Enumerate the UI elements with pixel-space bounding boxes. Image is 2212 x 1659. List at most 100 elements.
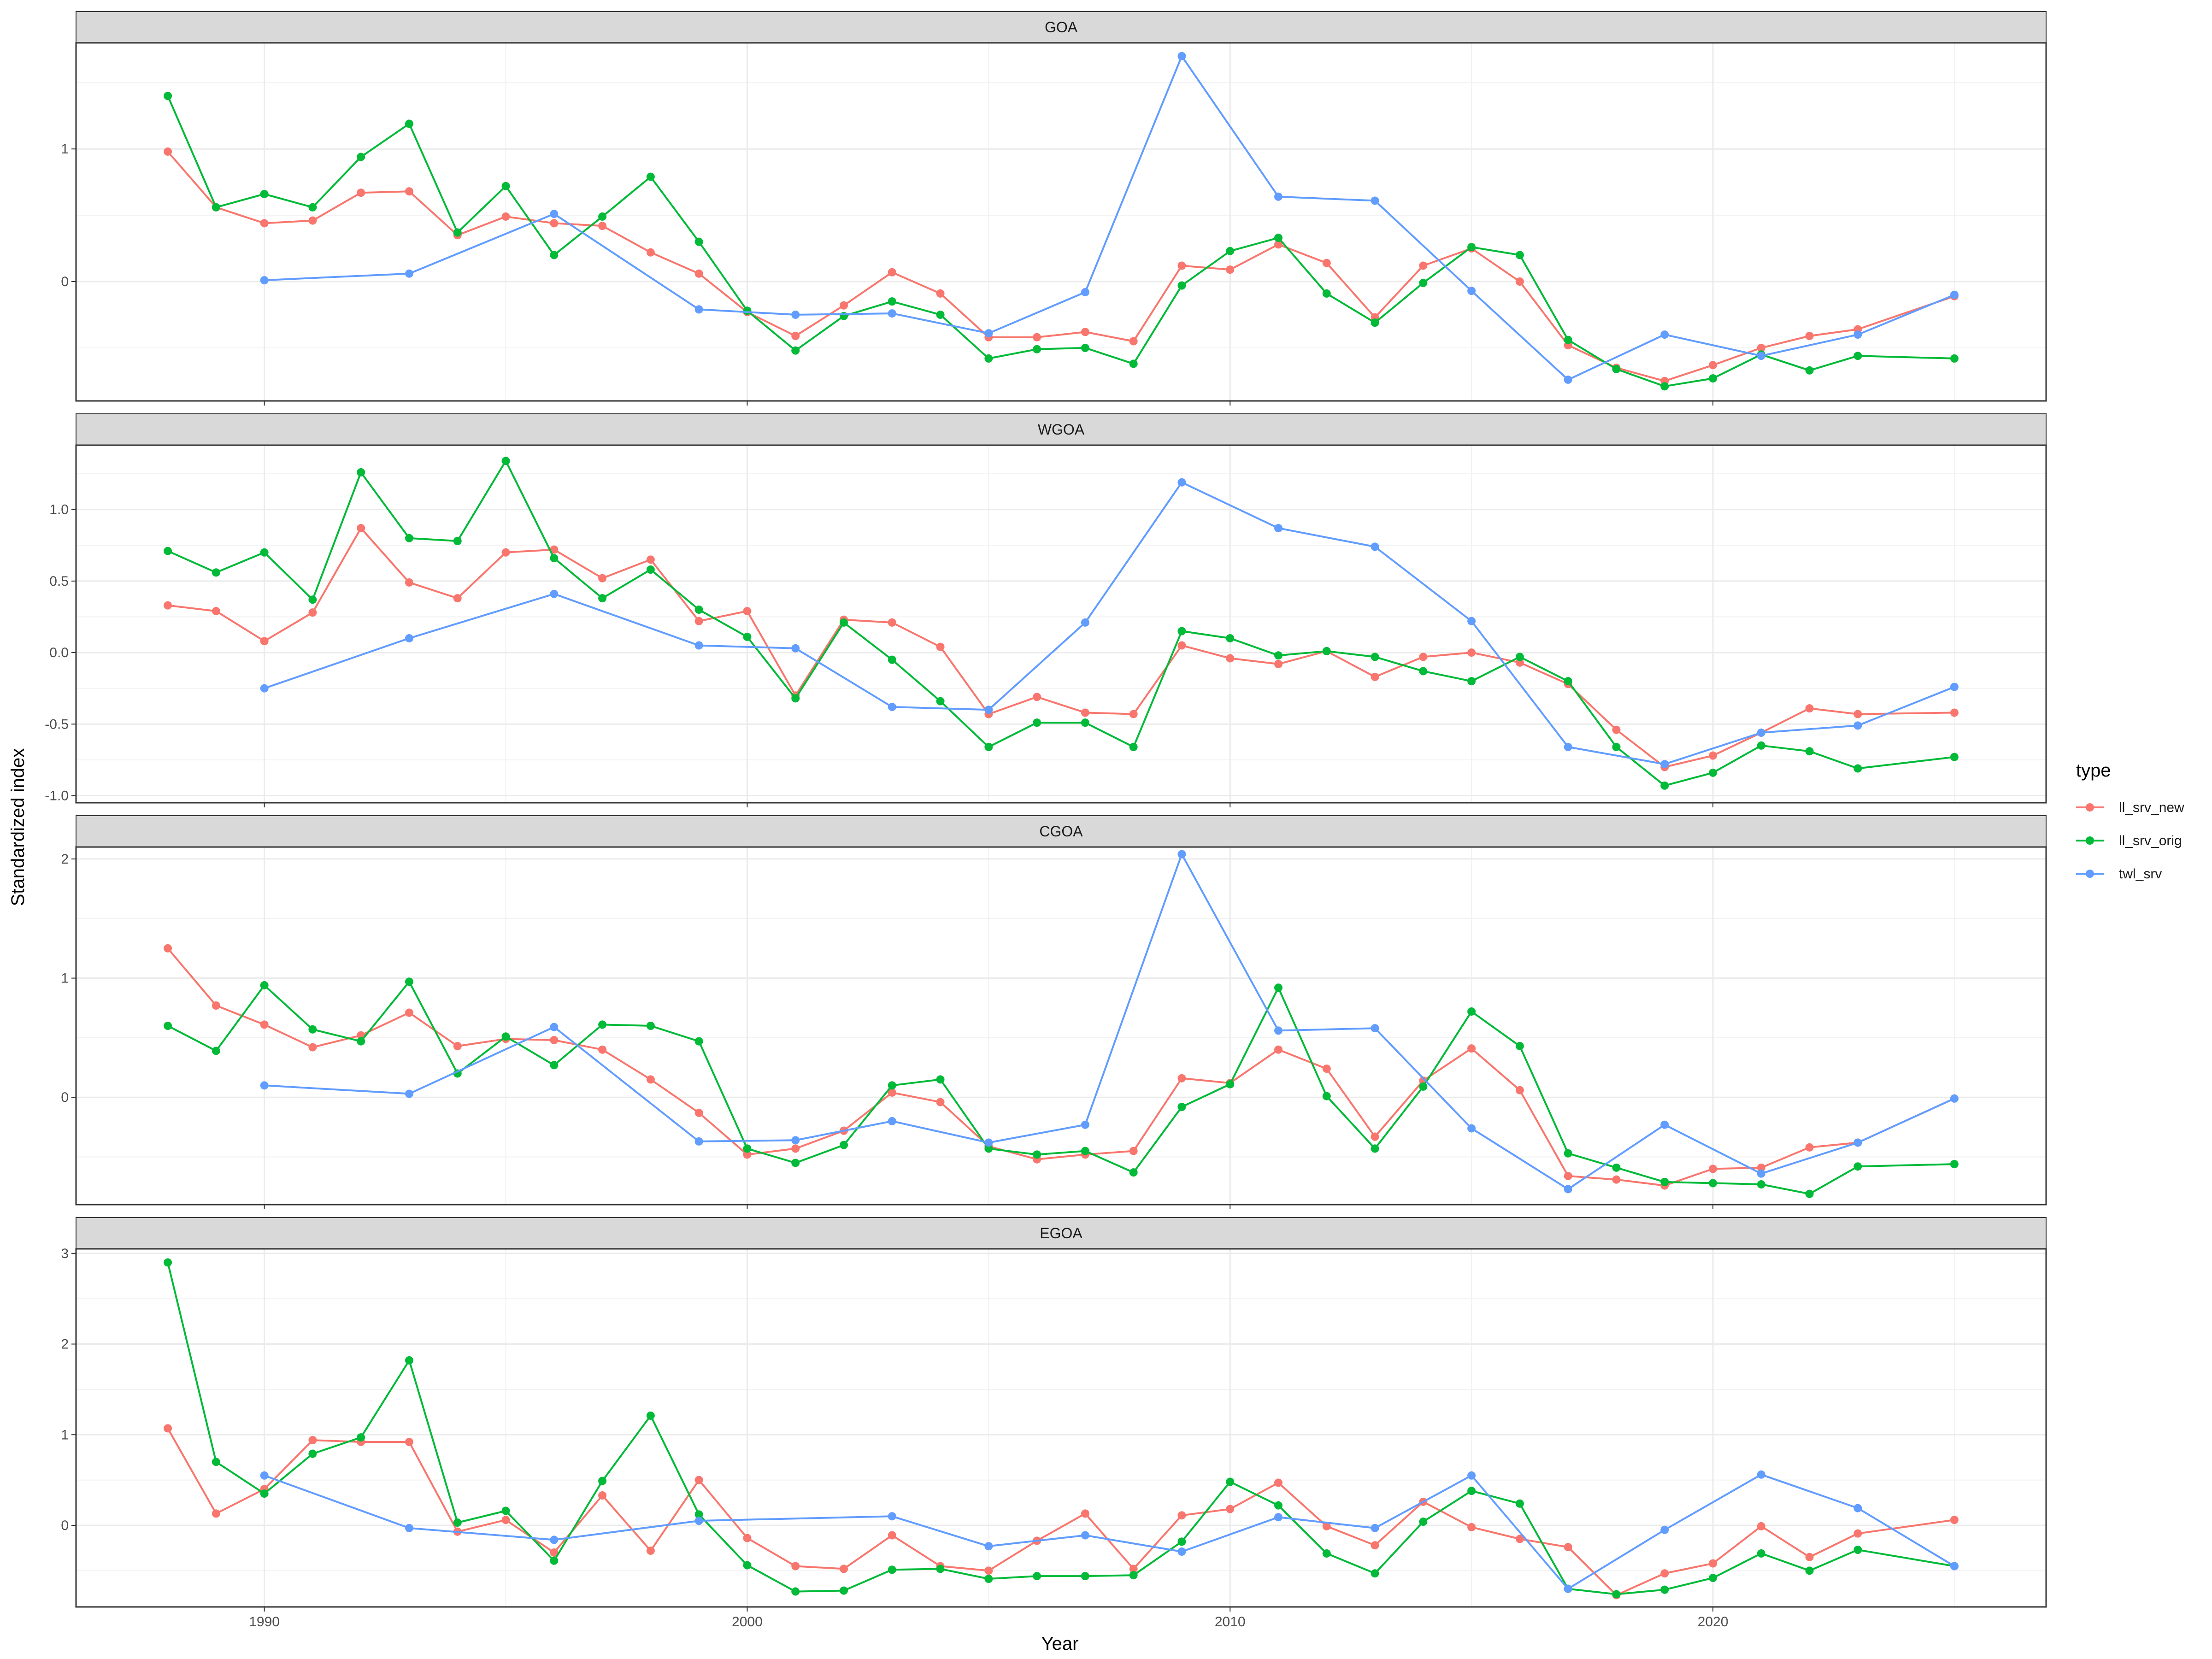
data-point <box>1371 1541 1379 1550</box>
data-point <box>936 697 945 706</box>
data-point <box>1515 658 1524 667</box>
facet-strip-label: GOA <box>1045 19 1078 35</box>
data-point <box>1081 618 1089 627</box>
data-point <box>1515 1086 1524 1094</box>
data-point <box>1950 753 1959 761</box>
data-point <box>694 1517 703 1525</box>
data-point <box>1033 333 1041 341</box>
data-point <box>1419 1518 1428 1526</box>
data-point <box>260 1081 269 1090</box>
data-point <box>1950 290 1959 299</box>
data-point <box>1709 1165 1718 1173</box>
data-point <box>598 1045 607 1054</box>
data-point <box>260 981 269 990</box>
data-point <box>357 524 365 533</box>
data-point <box>1177 52 1186 60</box>
data-point <box>1853 1162 1862 1171</box>
data-point <box>501 548 510 557</box>
legend-item-ll-srv-new: ll_srv_new <box>2076 800 2184 815</box>
data-point <box>1177 1547 1186 1556</box>
data-point <box>501 1506 510 1515</box>
data-point <box>1081 288 1089 297</box>
y-tick-label: -1.0 <box>45 788 69 803</box>
data-point <box>212 1458 220 1466</box>
data-point <box>1515 251 1524 259</box>
data-point <box>1515 653 1524 661</box>
data-point <box>1467 1124 1476 1133</box>
data-point <box>1757 352 1765 360</box>
data-point <box>646 1075 655 1084</box>
data-point <box>1467 1487 1476 1495</box>
data-point <box>1177 850 1186 859</box>
data-point <box>694 605 703 614</box>
legend-title: type <box>2076 760 2111 781</box>
data-point <box>1322 647 1331 655</box>
facet-strip-label: EGOA <box>1040 1225 1082 1241</box>
data-point <box>1805 1566 1814 1575</box>
data-point <box>550 210 559 218</box>
data-point <box>501 1516 510 1524</box>
data-point <box>1950 1094 1959 1103</box>
data-point <box>791 644 800 653</box>
data-point <box>888 1117 896 1125</box>
facet-strip-label: CGOA <box>1039 823 1083 840</box>
data-point <box>1371 1569 1379 1578</box>
data-point <box>1371 318 1379 327</box>
data-point <box>212 1509 220 1518</box>
data-point <box>1322 1092 1331 1100</box>
data-point <box>501 212 510 221</box>
data-point <box>1853 330 1862 339</box>
data-point <box>1709 1179 1718 1188</box>
data-point <box>308 608 317 617</box>
data-point <box>308 1025 317 1034</box>
facet-strip <box>76 11 2047 43</box>
data-point <box>1033 1572 1041 1581</box>
series-ll-srv-orig <box>164 92 1959 391</box>
data-point <box>1274 983 1283 992</box>
data-point <box>501 182 510 190</box>
data-point <box>550 1036 559 1045</box>
data-point <box>646 248 655 257</box>
data-point <box>1226 1477 1235 1486</box>
data-point <box>1322 1549 1331 1558</box>
data-point <box>646 1022 655 1030</box>
facet-panels: GOA 0 1 WGOA -1.0 -0.5 0.0 0.5 1.0 CGOA 0 1 2 EGOA 0 1 2… <box>45 11 2047 1612</box>
data-point <box>743 1534 752 1542</box>
data-point <box>984 1138 993 1147</box>
data-point <box>1757 1169 1765 1178</box>
data-point <box>550 219 559 228</box>
data-point <box>1757 1522 1765 1530</box>
data-point <box>1081 708 1089 717</box>
data-point <box>1081 718 1089 727</box>
data-point <box>1805 704 1814 713</box>
x-tick-label: 2000 <box>732 1614 763 1630</box>
data-point <box>1660 1569 1669 1578</box>
legend-key-point <box>2086 836 2094 845</box>
data-point <box>1757 728 1765 737</box>
data-point <box>791 1159 800 1167</box>
data-point <box>646 1411 655 1420</box>
data-point <box>598 1020 607 1029</box>
data-point <box>1564 1171 1572 1180</box>
data-point <box>888 655 896 664</box>
data-point <box>1371 1024 1379 1033</box>
data-point <box>212 607 220 616</box>
data-point <box>405 1356 413 1365</box>
data-point <box>888 618 896 627</box>
data-point <box>1564 1584 1572 1593</box>
data-point <box>164 547 172 555</box>
data-point <box>405 1089 413 1098</box>
data-point <box>839 301 848 310</box>
data-point <box>1274 1026 1283 1035</box>
data-point <box>694 269 703 278</box>
data-point <box>1274 192 1283 201</box>
data-point <box>1081 343 1089 352</box>
data-point <box>1564 677 1572 686</box>
data-point <box>1757 1180 1765 1189</box>
facet-panel-cgoa: CGOA 0 1 2 <box>61 815 2047 1209</box>
facet-strip <box>76 815 2047 847</box>
data-point <box>453 536 462 545</box>
data-point <box>1853 1138 1862 1147</box>
legend: type ll_srv_new ll_srv_orig twl_srv <box>2076 760 2184 882</box>
data-point <box>694 305 703 314</box>
